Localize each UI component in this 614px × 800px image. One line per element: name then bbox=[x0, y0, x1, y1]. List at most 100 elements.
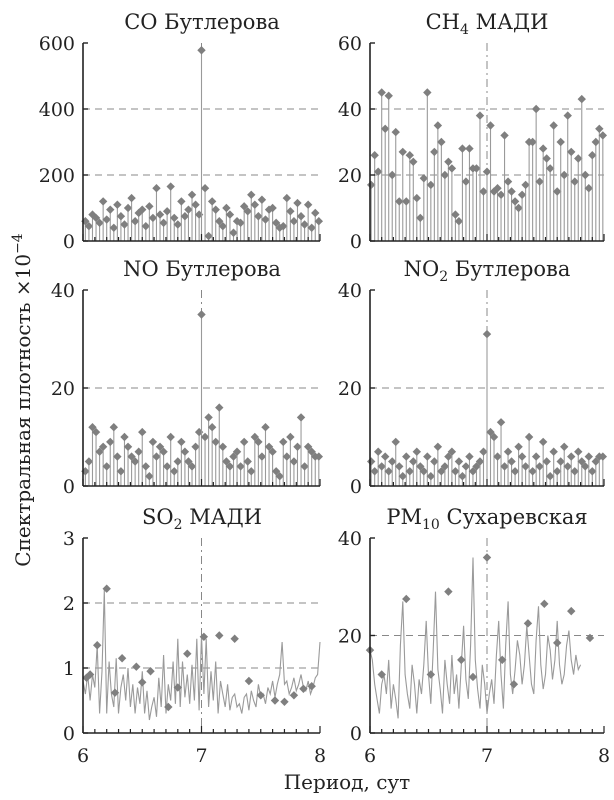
data-point bbox=[256, 691, 265, 700]
panel-6: 0 20 40 6 7 8 PM10 Сухаревская bbox=[338, 505, 610, 767]
data-point bbox=[155, 210, 165, 219]
data-point bbox=[117, 654, 127, 663]
data-point bbox=[391, 127, 400, 137]
data-point bbox=[458, 144, 467, 153]
data-point bbox=[535, 177, 544, 186]
y-tick-label: 0 bbox=[350, 476, 362, 498]
x-axis-label: Период, сут bbox=[284, 770, 411, 794]
data-point bbox=[183, 649, 192, 658]
data-point bbox=[146, 667, 155, 676]
data-point bbox=[173, 220, 182, 229]
data-point bbox=[148, 213, 158, 223]
data-point bbox=[123, 442, 133, 451]
data-point bbox=[416, 213, 425, 223]
data-point bbox=[127, 193, 136, 203]
y-tick-label: 400 bbox=[39, 99, 75, 121]
y-tick-label: 1 bbox=[63, 658, 75, 680]
data-point bbox=[496, 418, 506, 427]
data-point bbox=[170, 213, 179, 223]
data-point bbox=[91, 427, 101, 437]
data-point bbox=[148, 437, 158, 447]
data-point bbox=[507, 187, 516, 196]
data-point bbox=[194, 427, 204, 437]
data-point bbox=[402, 197, 411, 206]
data-point bbox=[257, 452, 267, 461]
data-point bbox=[215, 403, 224, 412]
data-point bbox=[426, 670, 436, 679]
data-point bbox=[588, 467, 597, 476]
data-point bbox=[584, 452, 593, 461]
data-point bbox=[454, 457, 464, 466]
data-point bbox=[430, 457, 439, 466]
panel-4: 0 20 40 NO2 Бутлерова bbox=[338, 257, 608, 498]
data-point bbox=[528, 137, 537, 147]
data-point bbox=[225, 210, 235, 219]
data-point bbox=[391, 437, 400, 447]
data-point bbox=[187, 462, 197, 471]
data-point bbox=[218, 221, 228, 231]
data-point bbox=[549, 121, 558, 130]
data-point bbox=[293, 198, 302, 208]
data-point bbox=[412, 447, 421, 456]
data-point bbox=[123, 203, 133, 213]
data-point bbox=[373, 167, 383, 176]
data-point bbox=[433, 442, 443, 451]
data-point bbox=[577, 94, 586, 104]
data-point bbox=[531, 104, 541, 114]
data-point bbox=[230, 634, 239, 643]
data-point bbox=[257, 195, 267, 204]
data-point bbox=[553, 187, 562, 196]
data-point bbox=[370, 467, 379, 476]
data-point bbox=[412, 193, 421, 203]
data-point bbox=[535, 462, 544, 471]
y-tick-label: 0 bbox=[350, 723, 362, 745]
data-point bbox=[542, 457, 551, 466]
y-tick-label: 0 bbox=[350, 231, 362, 253]
y-tick-label: 0 bbox=[63, 723, 75, 745]
data-point bbox=[215, 631, 224, 640]
data-point bbox=[207, 423, 217, 432]
data-point bbox=[500, 462, 509, 471]
data-point bbox=[545, 164, 555, 173]
y-axis-label: Спектральная плотность ×10−4 bbox=[10, 233, 35, 567]
data-point bbox=[366, 180, 376, 190]
data-point bbox=[395, 462, 404, 471]
data-point bbox=[268, 203, 277, 213]
data-point bbox=[567, 606, 576, 616]
data-point bbox=[289, 691, 299, 700]
data-point bbox=[509, 680, 519, 689]
data-point bbox=[486, 427, 495, 437]
data-point bbox=[106, 437, 115, 447]
data-point bbox=[377, 88, 386, 97]
y-tick-label: 20 bbox=[338, 165, 362, 187]
data-point bbox=[271, 218, 281, 228]
data-point bbox=[398, 472, 407, 481]
data-point bbox=[493, 184, 502, 193]
data-point bbox=[556, 137, 565, 147]
data-point bbox=[279, 221, 288, 231]
data-point bbox=[170, 467, 179, 476]
y-tick-label: 40 bbox=[51, 280, 75, 302]
data-point bbox=[130, 457, 140, 466]
data-point bbox=[549, 447, 558, 456]
data-point bbox=[458, 472, 467, 481]
data-point bbox=[514, 203, 523, 213]
data-point bbox=[91, 213, 101, 223]
data-point bbox=[307, 447, 316, 456]
data-point bbox=[194, 210, 204, 219]
data-point bbox=[166, 432, 175, 442]
data-point bbox=[191, 442, 200, 451]
data-point bbox=[247, 190, 256, 199]
data-point bbox=[177, 197, 186, 206]
data-point bbox=[405, 151, 414, 160]
data-point bbox=[307, 682, 316, 691]
data-point bbox=[402, 452, 411, 461]
data-point bbox=[307, 223, 316, 232]
data-point bbox=[204, 231, 213, 241]
data-point bbox=[451, 467, 460, 476]
data-point bbox=[84, 457, 94, 466]
panel-title: PM10 Сухаревская bbox=[386, 505, 587, 533]
x-tick-label: 6 bbox=[364, 745, 376, 767]
data-point bbox=[141, 221, 151, 231]
